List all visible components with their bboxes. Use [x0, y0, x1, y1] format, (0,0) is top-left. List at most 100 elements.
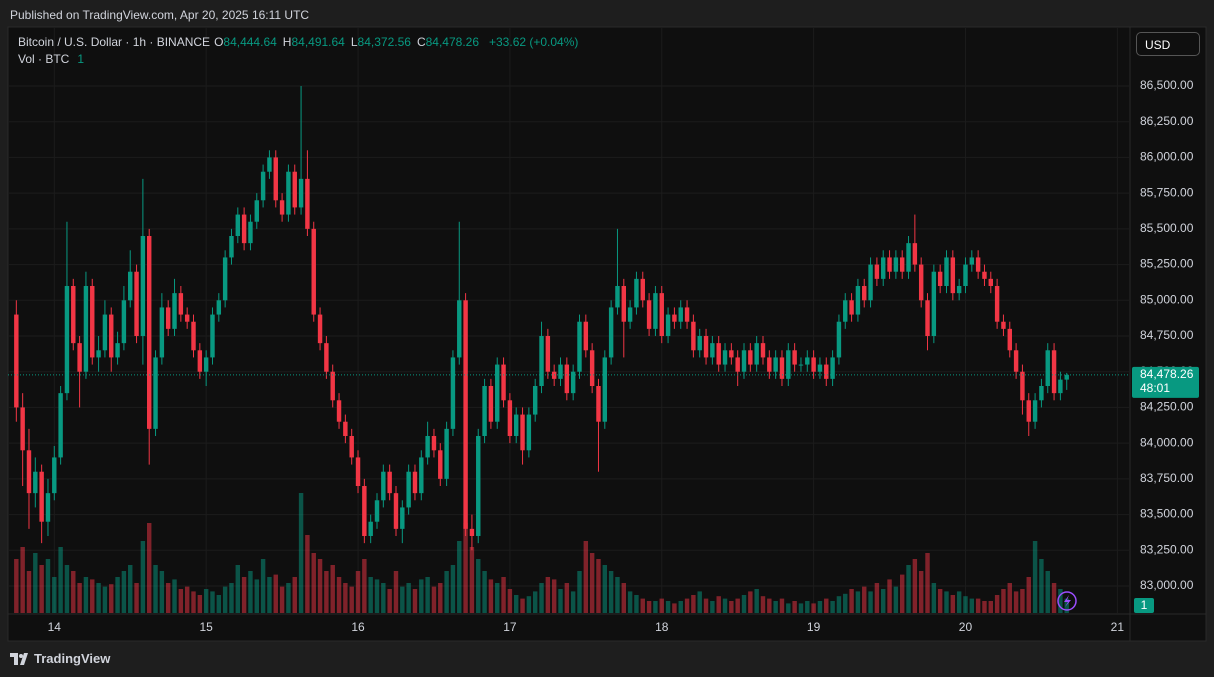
x-tick-label: 21 — [1111, 620, 1125, 634]
volume-bar — [608, 571, 614, 613]
candle-body — [691, 321, 696, 351]
lightning-icon[interactable] — [1057, 591, 1077, 611]
candle-body — [368, 521, 373, 536]
candle-body — [564, 364, 570, 394]
volume-bar — [14, 559, 19, 613]
volume-bar — [191, 591, 196, 613]
candle-body — [317, 314, 323, 344]
volume-bar — [495, 583, 500, 613]
volume-bar — [254, 579, 259, 613]
candle-body — [963, 264, 968, 286]
volume-bar — [665, 601, 671, 613]
candle-body — [292, 171, 297, 208]
volume-bar — [469, 547, 475, 613]
volume-bar — [52, 577, 57, 613]
candle-body — [906, 243, 911, 272]
brand-logo — [10, 652, 28, 665]
candle-body — [336, 400, 342, 422]
volume-bar — [393, 571, 399, 613]
candle-body — [994, 286, 1000, 322]
volume-bar — [1013, 591, 1019, 613]
candle-body — [836, 321, 842, 358]
volume-bar — [697, 591, 702, 613]
candle-body — [931, 271, 937, 336]
volume-bar — [184, 586, 190, 613]
volume-bar — [564, 583, 570, 613]
volume-bar — [526, 596, 532, 613]
candle-body — [134, 271, 139, 336]
volume-bar — [450, 565, 456, 613]
volume-bar — [109, 584, 114, 613]
volume-bar — [811, 603, 816, 613]
ohlc-value: 84,372.56 — [357, 35, 411, 49]
volume-bar — [178, 589, 184, 613]
volume-bar — [115, 577, 120, 613]
volume-bar — [691, 595, 696, 613]
candle-body — [178, 293, 184, 315]
symbol[interactable]: Bitcoin / U.S. Dollar · 1h · BINANCE — [18, 35, 211, 49]
volume-bar — [267, 577, 272, 613]
volume-bar — [172, 579, 177, 613]
candle-body — [90, 286, 95, 358]
volume-bar — [77, 583, 82, 613]
candle-body — [121, 300, 127, 344]
candle-body — [621, 286, 626, 322]
candle-body — [77, 343, 82, 372]
volume-bar — [102, 586, 108, 613]
volume-bar — [906, 565, 911, 613]
candle-body — [419, 457, 424, 494]
volume-bar — [1001, 589, 1006, 613]
volume-bar — [684, 598, 690, 613]
candle-body — [406, 471, 411, 508]
y-tick-label: 86,250.00 — [1140, 114, 1194, 128]
x-tick-label: 16 — [351, 620, 365, 634]
volume-bar — [134, 583, 139, 613]
candle-body — [862, 286, 867, 301]
volume-bar — [596, 559, 601, 613]
volume-bar — [349, 586, 354, 613]
currency-button[interactable]: USD — [1136, 32, 1200, 56]
candle-body — [1032, 400, 1038, 422]
ohlc-key: C — [416, 35, 426, 49]
candle-body — [260, 171, 266, 201]
candle-body — [950, 257, 956, 294]
volume-bar — [241, 577, 247, 613]
volume-axis-box — [1134, 598, 1154, 613]
candle-body — [457, 300, 462, 358]
volume-bar — [615, 577, 620, 613]
candle-body — [773, 357, 778, 372]
candle-body — [343, 421, 348, 436]
candle-body — [653, 293, 658, 329]
candle-body — [1045, 350, 1050, 386]
candle-body — [330, 371, 335, 401]
candle-body — [438, 450, 443, 479]
candle-body — [925, 300, 930, 336]
candle-body — [488, 386, 494, 422]
published: Published on TradingView.com, Apr 20, 20… — [10, 8, 310, 22]
candle-body — [520, 414, 525, 451]
candle-body — [817, 364, 823, 372]
volume-bar — [146, 523, 152, 613]
volume-bar — [748, 591, 753, 613]
volume-bar — [90, 579, 95, 613]
candle-body — [558, 364, 563, 379]
volume-bar — [805, 601, 810, 613]
candle-body — [58, 393, 63, 458]
volume-bar — [229, 583, 234, 613]
candle-body — [311, 228, 316, 315]
volume-bar — [760, 596, 766, 613]
volume-bar — [577, 571, 582, 613]
volume-bar — [678, 601, 683, 613]
volume-bar — [703, 598, 709, 613]
volume-bar — [45, 559, 51, 613]
volume-bar — [1064, 598, 1069, 613]
volume-bar — [779, 598, 785, 613]
candle-body — [1064, 374, 1069, 380]
candle-body — [760, 343, 766, 358]
x-tick-label: 14 — [48, 620, 62, 634]
volume-bar — [532, 591, 538, 613]
volume-bar — [330, 565, 335, 613]
candle-body — [355, 457, 361, 486]
volume-bar — [722, 598, 728, 613]
volume-bar — [767, 598, 772, 613]
